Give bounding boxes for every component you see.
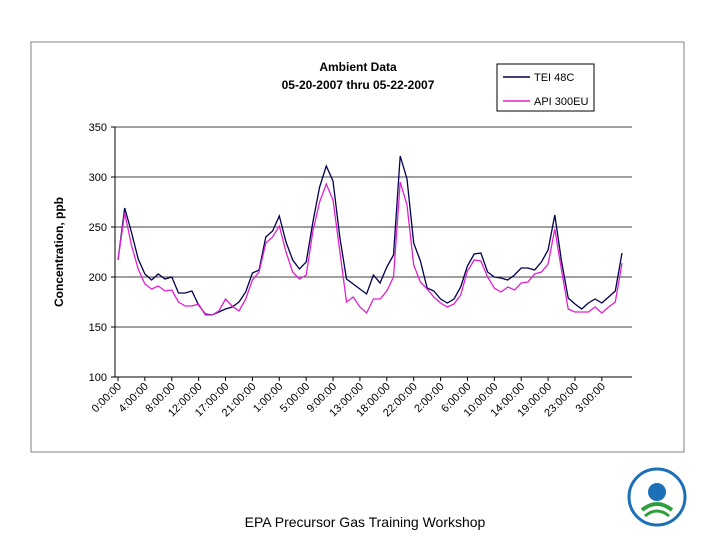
footer: EPA Precursor Gas Training Workshop [245,514,486,530]
epa-logo [627,467,687,527]
y-tick-label: 150 [89,322,107,334]
y-tick-label: 300 [89,172,107,184]
chart-subtitle: 05-20-2007 thru 05-22-2007 [282,78,435,92]
y-tick-label: 250 [89,222,107,234]
y-axis-label: Concentration, ppb [52,197,66,307]
y-tick-label: 100 [89,372,107,384]
chart-title: Ambient Data [319,60,397,74]
y-tick-label: 200 [89,272,107,284]
y-tick-label: 350 [89,122,107,134]
series-line [117,181,623,316]
legend [496,63,595,112]
legend-label: TEI 48C [534,72,574,84]
legend-label: API 300EU [534,96,588,108]
